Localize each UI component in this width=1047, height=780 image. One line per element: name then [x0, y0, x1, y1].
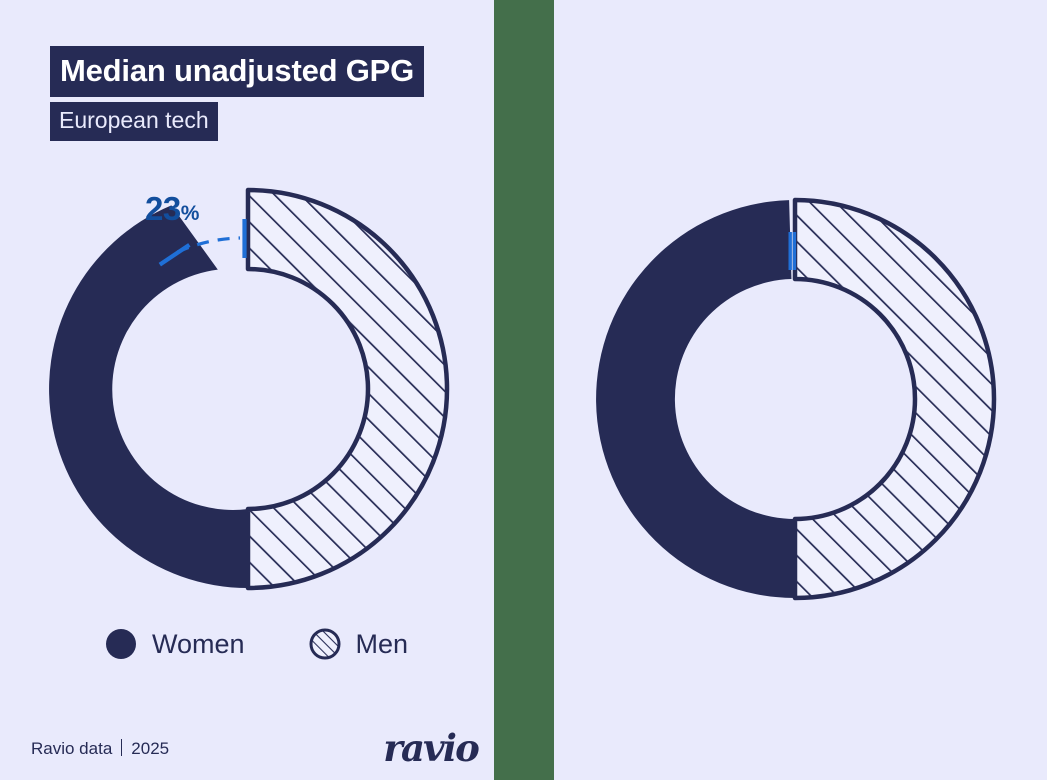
- donut-segment-women: [596, 200, 795, 598]
- legend-left: Women Men: [105, 628, 408, 660]
- gap-value-unit-left: %: [180, 202, 200, 225]
- credit-separator-left: [121, 739, 123, 756]
- panel-adjusted-gpg: Median adjusted GPG European tech 2.4% W…: [554, 0, 1047, 780]
- legend-label-women-left: Women: [152, 628, 245, 659]
- donut-chart-adjusted: [596, 197, 997, 601]
- green-vertical-divider: [494, 0, 554, 780]
- footer-left: Ravio data 2025 ravio: [31, 729, 480, 766]
- page-subtitle-left: European tech: [50, 102, 218, 141]
- ravio-logo-left: ravio: [383, 725, 479, 770]
- data-credit-left: Ravio data 2025: [31, 737, 169, 759]
- legend-item-men-left: Men: [309, 628, 409, 660]
- data-year-left: 2025: [131, 739, 170, 758]
- gap-value-callout-left: 23%: [145, 192, 199, 225]
- page-title-left: Median unadjusted GPG: [50, 46, 425, 97]
- gap-dashed-arc: [176, 236, 241, 254]
- data-source-left: Ravio data: [31, 739, 113, 758]
- donut-segment-men: [245, 187, 450, 591]
- legend-label-men-left: Men: [355, 628, 409, 659]
- legend-item-women-left: Women: [105, 628, 245, 660]
- panel-unadjusted-gpg: Median unadjusted GPG European tech 23% …: [0, 0, 494, 780]
- donut-chart-unadjusted: [49, 187, 450, 591]
- solid-circle-icon: [106, 629, 136, 659]
- donut-segment-men: [792, 197, 997, 601]
- gap-value-number-left: 23: [145, 190, 181, 227]
- left-heading-group: Median unadjusted GPG European tech: [50, 46, 425, 141]
- donut-segment-women: [49, 205, 249, 588]
- hatched-circle-icon: [309, 628, 341, 660]
